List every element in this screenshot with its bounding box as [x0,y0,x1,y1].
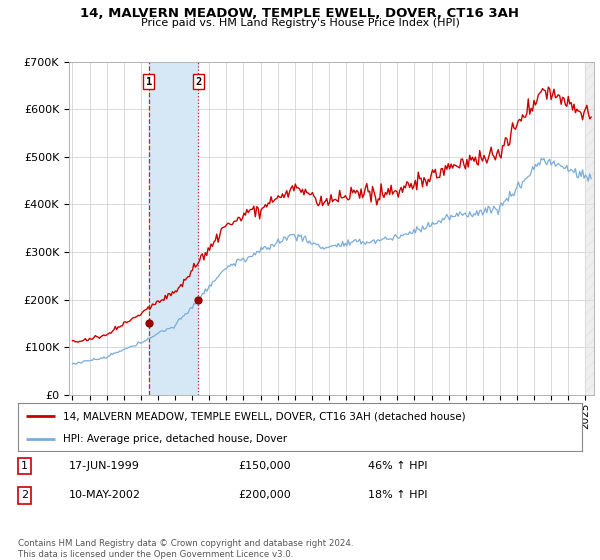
Text: 14, MALVERN MEADOW, TEMPLE EWELL, DOVER, CT16 3AH: 14, MALVERN MEADOW, TEMPLE EWELL, DOVER,… [80,7,520,20]
Text: 2: 2 [195,77,202,87]
Text: HPI: Average price, detached house, Dover: HPI: Average price, detached house, Dove… [63,434,287,444]
Text: 14, MALVERN MEADOW, TEMPLE EWELL, DOVER, CT16 3AH (detached house): 14, MALVERN MEADOW, TEMPLE EWELL, DOVER,… [63,411,466,421]
Text: 46% ↑ HPI: 46% ↑ HPI [368,461,427,471]
Text: 2: 2 [21,491,28,501]
Text: £200,000: £200,000 [238,491,291,501]
Text: Contains HM Land Registry data © Crown copyright and database right 2024.
This d: Contains HM Land Registry data © Crown c… [18,539,353,559]
Text: 17-JUN-1999: 17-JUN-1999 [69,461,140,471]
Text: Price paid vs. HM Land Registry's House Price Index (HPI): Price paid vs. HM Land Registry's House … [140,18,460,28]
Text: £150,000: £150,000 [238,461,290,471]
Text: 18% ↑ HPI: 18% ↑ HPI [368,491,427,501]
Text: 1: 1 [146,77,152,87]
Bar [586,62,600,395]
Text: 10-MAY-2002: 10-MAY-2002 [69,491,141,501]
Bar [149,62,198,395]
Text: 1: 1 [21,461,28,471]
